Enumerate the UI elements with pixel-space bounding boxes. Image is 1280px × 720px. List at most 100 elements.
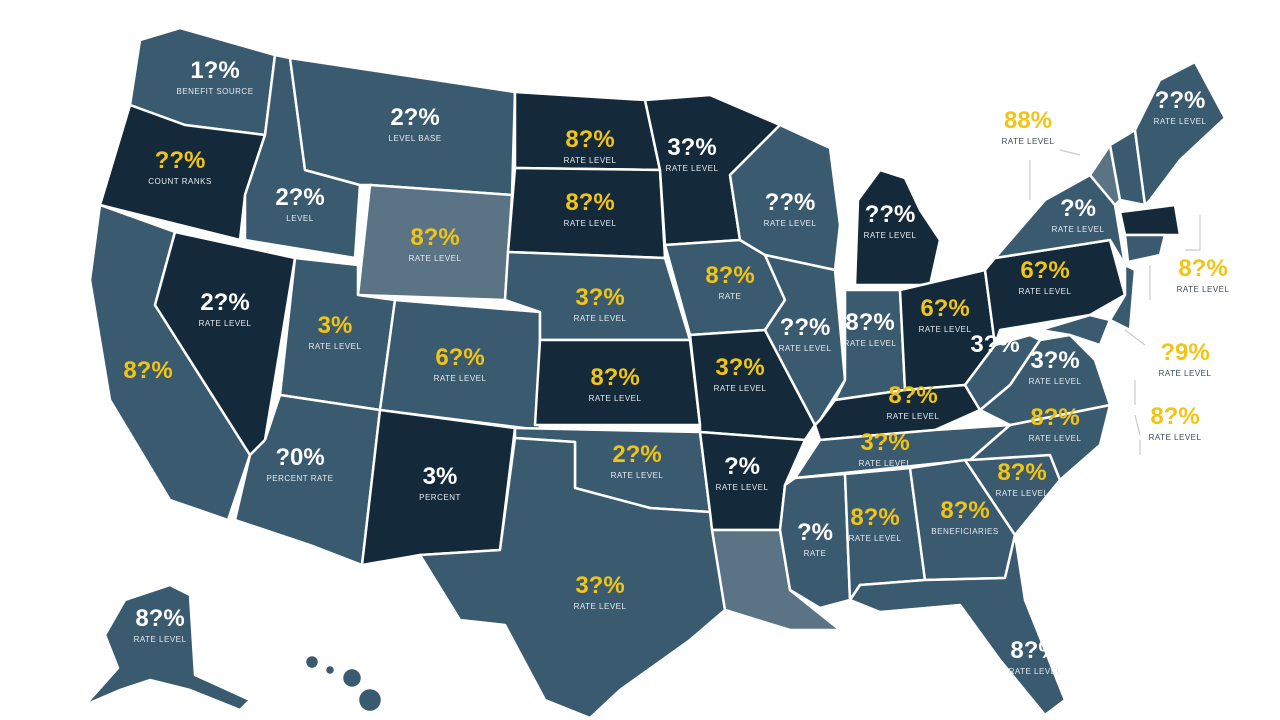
state-alaska[interactable]: [83, 583, 252, 712]
pct-label-me: ??%: [1155, 87, 1206, 114]
callout-leader-4: [1134, 414, 1141, 455]
sub-label-nm: PERCENT: [419, 493, 461, 502]
pct-label-or: ??%: [155, 147, 206, 174]
state-arizona[interactable]: [233, 393, 382, 567]
pct-label-sd: 8?%: [565, 189, 614, 216]
sub-label-ms: RATE: [804, 549, 827, 558]
pct-label-tn: 3?%: [860, 429, 909, 456]
pct-label-callout-ne-low2: 8?%: [1150, 403, 1199, 430]
pct-label-wi: ??%: [765, 189, 816, 216]
state-hawaii-island-3[interactable]: [340, 666, 364, 690]
pct-label-nd: 8?%: [565, 126, 614, 153]
sub-label-nd: RATE LEVEL: [564, 156, 617, 165]
pct-label-mo: 3?%: [715, 354, 764, 381]
pct-label-mn: 3?%: [667, 134, 716, 161]
pct-label-wv: 3?%: [970, 331, 1019, 358]
sub-label-in: RATE LEVEL: [844, 339, 897, 348]
sub-label-wi: RATE LEVEL: [764, 219, 817, 228]
pct-label-az: ?0%: [275, 444, 324, 471]
callout-leader-3: [1124, 329, 1146, 405]
sub-label-ia: RATE: [719, 292, 742, 301]
state-maine[interactable]: [1133, 60, 1227, 207]
state-maryland[interactable]: [1038, 313, 1112, 347]
sub-label-id: LEVEL: [286, 214, 313, 223]
sub-label-pa: RATE LEVEL: [1019, 287, 1072, 296]
sub-label-me: RATE LEVEL: [1154, 117, 1207, 126]
sub-label-callout-ne-top: RATE LEVEL: [1002, 137, 1055, 146]
state-new-jersey[interactable]: [1108, 263, 1137, 332]
pct-label-va: 3?%: [1030, 347, 1079, 374]
state-florida[interactable]: [848, 533, 1067, 717]
pct-label-callout-ne-low1: ?9%: [1160, 339, 1209, 366]
state-connecticut[interactable]: [1123, 233, 1167, 264]
sub-label-callout-ne-low1: RATE LEVEL: [1159, 369, 1212, 378]
sub-label-sc: RATE LEVEL: [996, 489, 1049, 498]
sub-label-ne: RATE LEVEL: [574, 314, 627, 323]
state-hawaii-island-4[interactable]: [356, 686, 384, 714]
pct-label-ks: 8?%: [590, 364, 639, 391]
pct-label-ia: 8?%: [705, 262, 754, 289]
callout-leader-2: [1149, 215, 1201, 300]
sub-label-mo: RATE LEVEL: [714, 384, 767, 393]
sub-label-fl: RATE LEVEL: [1009, 667, 1062, 676]
state-michigan[interactable]: [853, 168, 942, 287]
pct-label-ny: ?%: [1060, 195, 1096, 222]
state-hawaii-island-1[interactable]: [303, 653, 321, 671]
sub-label-ar: RATE LEVEL: [716, 483, 769, 492]
pct-label-id: 2?%: [275, 184, 324, 211]
pct-label-sc: 8?%: [997, 459, 1046, 486]
pct-label-ut: 3%: [318, 312, 353, 339]
state-wisconsin[interactable]: [728, 123, 842, 272]
pct-label-ok: 2?%: [612, 441, 661, 468]
sub-label-oh: RATE LEVEL: [919, 325, 972, 334]
sub-label-mn: RATE LEVEL: [666, 164, 719, 173]
pct-label-ar: ?%: [724, 453, 760, 480]
sub-label-ok: RATE LEVEL: [611, 471, 664, 480]
sub-label-ak: RATE LEVEL: [134, 635, 187, 644]
sub-label-co: RATE LEVEL: [434, 374, 487, 383]
sub-label-callout-ne-mid: RATE LEVEL: [1177, 285, 1230, 294]
state-labels: 1?% BENEFIT SOURCE??% COUNT RANKS 8?% 2?% RAT…: [123, 57, 1229, 676]
sub-label-tx: RATE LEVEL: [574, 602, 627, 611]
sub-label-wy: RATE LEVEL: [409, 254, 462, 263]
sub-label-il: RATE LEVEL: [779, 344, 832, 353]
sub-label-ks: RATE LEVEL: [589, 394, 642, 403]
pct-label-callout-ne-top: 88%: [1004, 107, 1052, 134]
pct-label-pa: 6?%: [1020, 257, 1069, 284]
sub-label-nv: RATE LEVEL: [199, 319, 252, 328]
callout-leader-1: [1029, 149, 1081, 200]
sub-label-ny: RATE LEVEL: [1052, 225, 1105, 234]
pct-label-ms: ?%: [797, 519, 833, 546]
pct-label-tx: 3?%: [575, 572, 624, 599]
sub-label-va: RATE LEVEL: [1029, 377, 1082, 386]
pct-label-wy: 8?%: [410, 224, 459, 251]
pct-label-mi: ??%: [865, 201, 916, 228]
pct-label-ne: 3?%: [575, 284, 624, 311]
sub-label-sd: RATE LEVEL: [564, 219, 617, 228]
pct-label-wa: 1?%: [190, 57, 239, 84]
pct-label-al: 8?%: [850, 504, 899, 531]
pct-label-ky: 8?%: [888, 382, 937, 409]
sub-label-callout-ne-low2: RATE LEVEL: [1149, 433, 1202, 442]
pct-label-nm: 3%: [423, 463, 458, 490]
sub-label-ut: RATE LEVEL: [309, 342, 362, 351]
state-massachusetts[interactable]: [1118, 203, 1182, 237]
pct-label-il: ??%: [780, 314, 831, 341]
sub-label-mt: LEVEL BASE: [388, 134, 441, 143]
pct-label-ca: 8?%: [123, 357, 172, 384]
sub-label-ky: RATE LEVEL: [887, 412, 940, 421]
pct-label-oh: 6?%: [920, 295, 969, 322]
pct-label-co: 6?%: [435, 344, 484, 371]
pct-label-nv: 2?%: [200, 289, 249, 316]
pct-label-callout-ne-mid: 8?%: [1178, 255, 1227, 282]
pct-label-nc: 8?%: [1030, 404, 1079, 431]
sub-label-az: PERCENT RATE: [266, 474, 333, 483]
sub-label-wa: BENEFIT SOURCE: [176, 87, 253, 96]
state-hawaii-island-2[interactable]: [323, 663, 337, 677]
pct-label-ga: 8?%: [940, 497, 989, 524]
sub-label-mi: RATE LEVEL: [864, 231, 917, 240]
sub-label-ga: BENEFICIARIES: [931, 527, 998, 536]
sub-label-al: RATE LEVEL: [849, 534, 902, 543]
pct-label-mt: 2?%: [390, 104, 439, 131]
